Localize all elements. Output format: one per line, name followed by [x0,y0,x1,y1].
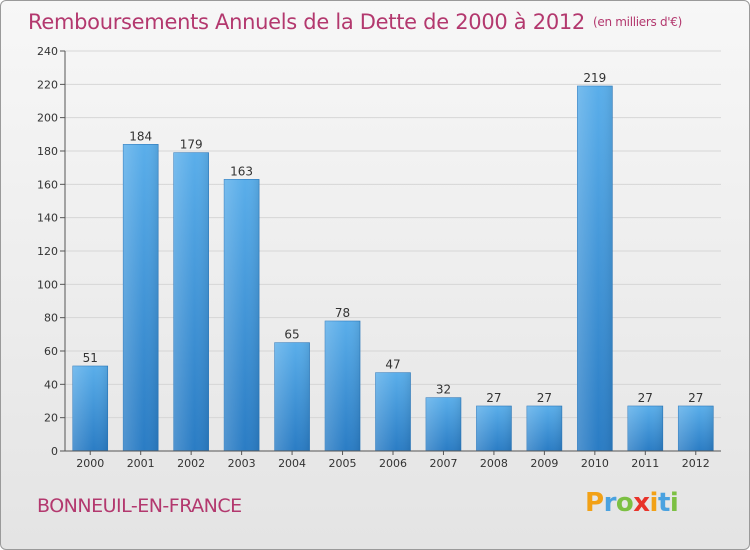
x-tick-label: 2006 [379,457,407,470]
bar-shine [375,372,411,451]
bar-value-label: 179 [180,138,203,152]
logo-letter: t [657,488,670,518]
bar-value-label: 163 [230,164,253,178]
logo-letter: i [669,488,679,518]
x-tick-label: 2003 [228,457,256,470]
bar-shine [173,152,209,451]
y-tick-label: 80 [44,312,58,325]
bar-shine [476,406,512,451]
y-tick-label: 140 [37,212,58,225]
bar-value-label: 27 [537,391,552,405]
x-tick-label: 2011 [631,457,659,470]
bars: 51 184 179 163 65 78 47 32 27 27 219 27 27 [72,71,714,452]
bar-value-label: 51 [83,351,98,365]
x-axis: 2000 2001 2002 2003 2004 2005 2006 2007 2008 2009… [65,450,721,470]
y-tick-label: 100 [37,278,58,291]
x-tick-label: 2005 [329,457,357,470]
bar-shine [274,342,310,451]
chart-subtitle: (en milliers d'€) [593,15,683,29]
bar-shine [425,397,461,451]
bar-value-label: 65 [284,328,299,342]
logo-letter: P [585,488,604,518]
y-tick-label: 180 [37,145,58,158]
bar-shine [577,86,613,451]
y-tick-label: 0 [51,445,58,458]
bar-value-label: 47 [385,358,400,372]
x-tick-label: 2001 [127,457,155,470]
x-tick-label: 2012 [682,457,710,470]
bar-value-label: 27 [638,391,653,405]
logo-letter: x [633,488,650,518]
y-tick-label: 200 [37,112,58,125]
bar-value-label: 78 [335,306,350,320]
chart-title-text: Remboursements Annuels de la Dette de 20… [28,10,585,34]
proxiti-logo: Proxiti [585,488,679,518]
commune-name: BONNEUIL-EN-FRANCE [37,495,242,517]
bar-value-label: 184 [129,129,152,143]
y-tick-label: 20 [44,412,58,425]
y-axis: 0 20 40 60 80 100 120 140 160 180 200 220 240 [37,45,66,458]
bar-shine [224,179,260,452]
bar-value-label: 32 [436,383,451,397]
bar-shine [123,144,159,452]
y-tick-label: 160 [37,178,58,191]
bar-shine [325,321,361,451]
logo-letter: r [603,488,617,518]
y-tick-label: 40 [44,378,58,391]
y-tick-label: 240 [37,45,58,58]
chart-title: Remboursements Annuels de la Dette de 20… [28,10,682,34]
x-tick-label: 2000 [76,457,104,470]
logo-letter: o [615,488,634,518]
bar-value-label: 219 [583,71,606,85]
bar-shine [526,406,562,451]
x-tick-label: 2008 [480,457,508,470]
x-tick-label: 2004 [278,457,306,470]
y-tick-label: 120 [37,245,58,258]
bar-shine [678,406,714,451]
x-tick-label: 2002 [177,457,205,470]
x-tick-label: 2007 [429,457,457,470]
bar-value-label: 27 [688,391,703,405]
x-tick-label: 2010 [581,457,609,470]
x-tick-label: 2009 [530,457,558,470]
bar-shine [72,366,108,451]
y-tick-label: 220 [37,78,58,91]
bar-value-label: 27 [486,391,501,405]
y-tick-label: 60 [44,345,58,358]
bar-shine [627,406,663,451]
logo-letter: i [649,488,659,518]
